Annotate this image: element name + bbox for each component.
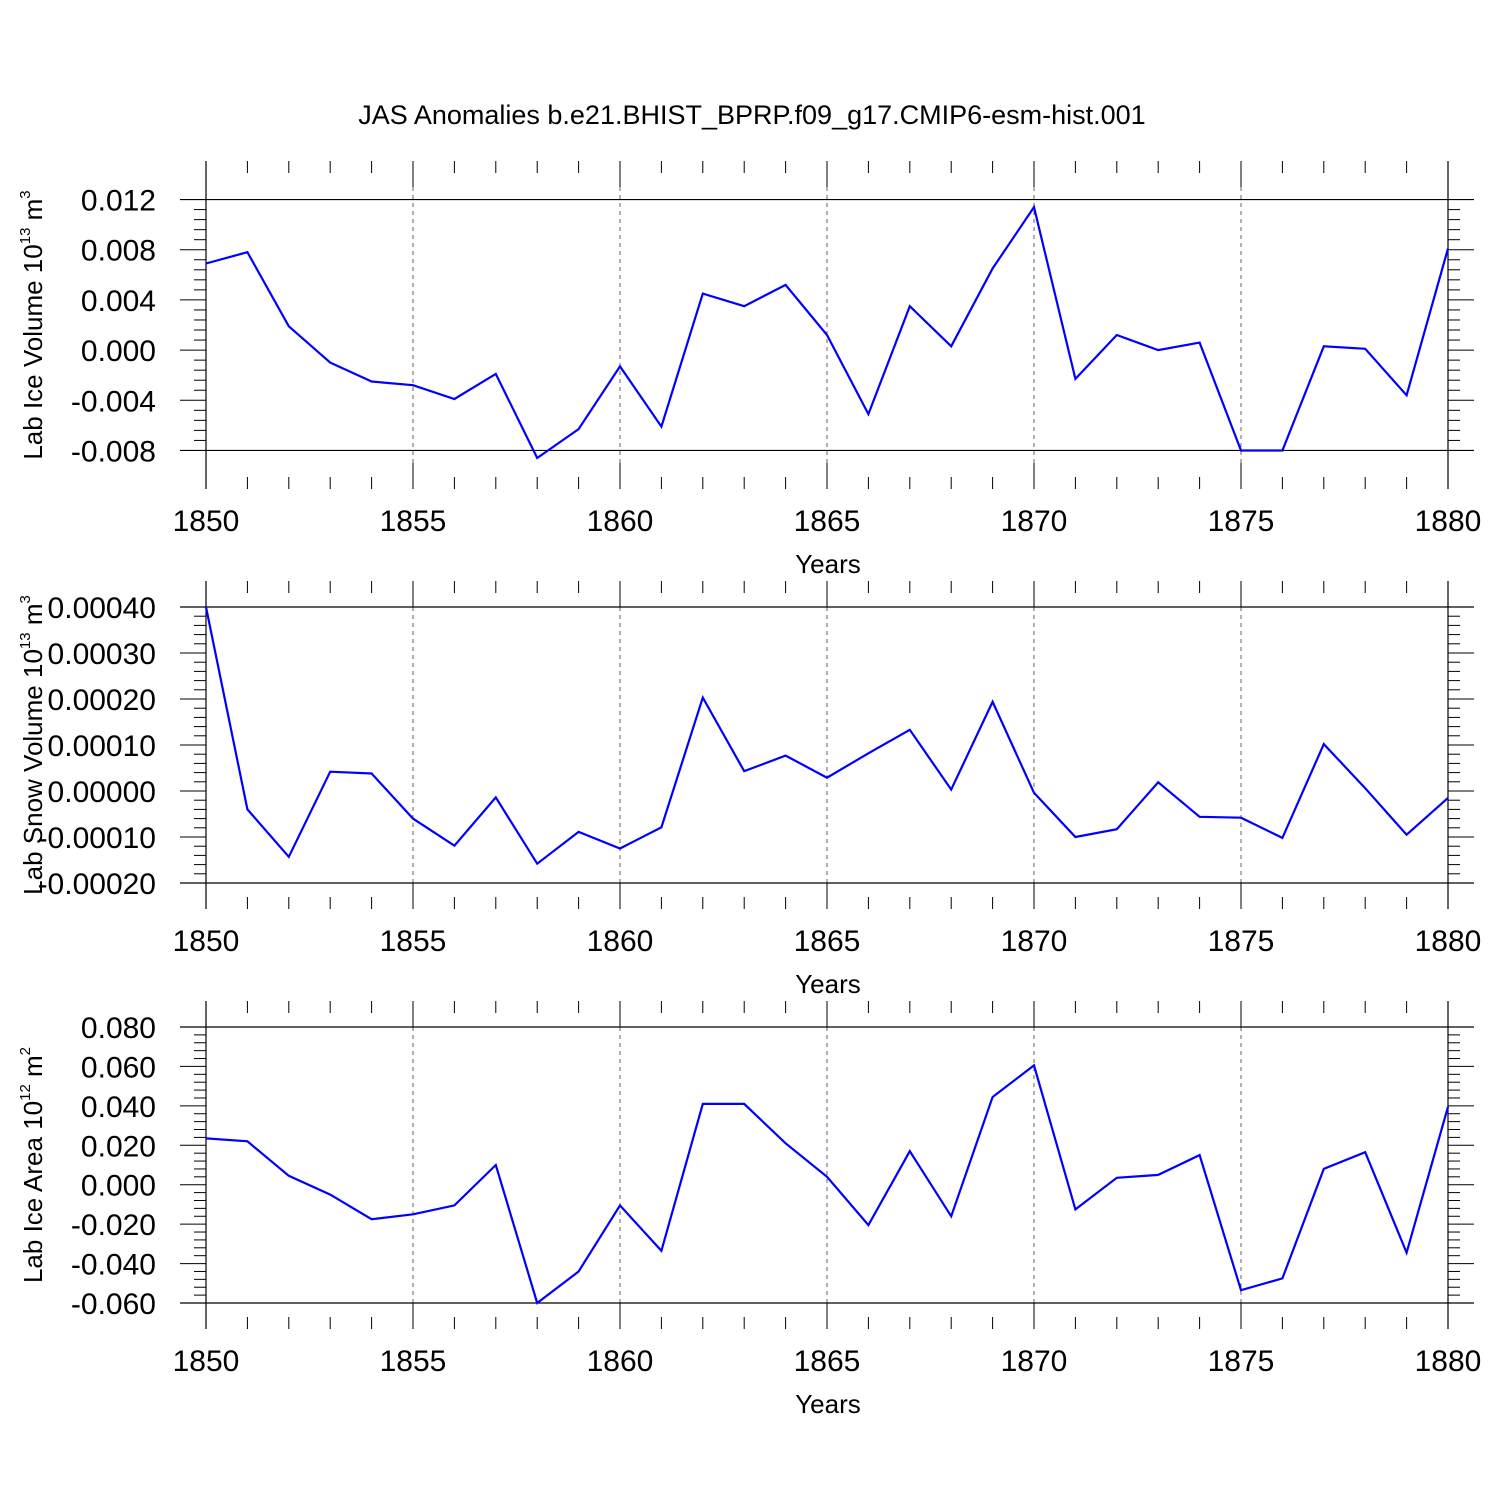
y-tick-label: 0.020 xyxy=(81,1130,156,1163)
x-tick-label: 1870 xyxy=(1001,505,1068,538)
y-tick-label: 0.008 xyxy=(81,235,156,268)
x-tick-label: 1860 xyxy=(587,925,654,958)
x-tick-label: 1875 xyxy=(1208,1345,1275,1378)
y-tick-label: 0.00000 xyxy=(48,776,156,809)
y-axis-title: Lab Snow Volume 1013 m3 xyxy=(17,595,48,895)
y-tick-label: -0.060 xyxy=(71,1288,156,1321)
x-tick-label: 1850 xyxy=(173,925,240,958)
series-line-snow-volume xyxy=(204,606,1449,866)
x-tick-label: 1855 xyxy=(380,505,447,538)
y-axis-title: Lab Ice Volume 1013 m3 xyxy=(17,190,48,459)
y-tick-label: 0.000 xyxy=(81,1170,156,1203)
x-tick-label: 1860 xyxy=(587,1345,654,1378)
y-tick-label: 0.00030 xyxy=(48,638,156,671)
x-tick-label: 1865 xyxy=(794,925,861,958)
y-tick-label: 0.012 xyxy=(81,185,156,218)
x-axis-title: Years xyxy=(795,969,861,999)
x-tick-label: 1860 xyxy=(587,505,654,538)
y-tick-label: 0.00010 xyxy=(48,730,156,763)
x-tick-label: 1875 xyxy=(1208,505,1275,538)
x-tick-label: 1870 xyxy=(1001,1345,1068,1378)
series-line-ice-area xyxy=(205,1063,1450,1305)
y-axis-title: Lab Ice Area 1012 m2 xyxy=(17,1047,48,1283)
panel-ice-area: -0.060 -0.040 -0.020 0.000 0.020 0.040 0.060 0.… xyxy=(17,1001,1481,1419)
x-tick-label: 1850 xyxy=(173,1345,240,1378)
x-tick-label: 1880 xyxy=(1415,1345,1482,1378)
x-axis-title: Years xyxy=(795,1389,861,1419)
y-tick-label: 0.000 xyxy=(81,335,156,368)
y-tick-label: -0.004 xyxy=(71,385,156,418)
y-tick-label: -0.008 xyxy=(71,435,156,468)
panels: -0.008 -0.004 0.000 0.004 0.008 0.012 1850 1855… xyxy=(17,161,1481,1419)
y-tick-label: -0.020 xyxy=(71,1209,156,1242)
x-tick-label: 1865 xyxy=(794,1345,861,1378)
y-tick-label: 0.080 xyxy=(81,1012,156,1045)
x-tick-label: 1865 xyxy=(794,505,861,538)
y-tick-label: 0.004 xyxy=(81,285,156,318)
x-tick-label: 1855 xyxy=(380,925,447,958)
x-axis-title: Years xyxy=(795,549,861,579)
series-line-ice-volume xyxy=(205,204,1450,460)
panel-snow-volume: -0.00020 -0.00010 0.00000 0.00010 0.00020 0.0… xyxy=(17,581,1481,999)
y-tick-label: 0.00020 xyxy=(48,684,156,717)
y-tick-label: -0.040 xyxy=(71,1249,156,1282)
y-tick-label: -0.00010 xyxy=(38,822,156,855)
y-tick-label: -0.00020 xyxy=(38,868,156,901)
chart-title: JAS Anomalies b.e21.BHIST_BPRP.f09_g17.C… xyxy=(358,100,1145,130)
y-tick-label: 0.00040 xyxy=(48,592,156,625)
panel-ice-volume: -0.008 -0.004 0.000 0.004 0.008 0.012 1850 1855… xyxy=(17,161,1481,579)
x-tick-label: 1870 xyxy=(1001,925,1068,958)
x-tick-label: 1855 xyxy=(380,1345,447,1378)
x-tick-label: 1880 xyxy=(1415,505,1482,538)
x-tick-label: 1850 xyxy=(173,505,240,538)
x-tick-label: 1880 xyxy=(1415,925,1482,958)
y-tick-label: 0.040 xyxy=(81,1091,156,1124)
x-tick-label: 1875 xyxy=(1208,925,1275,958)
y-tick-label: 0.060 xyxy=(81,1051,156,1084)
